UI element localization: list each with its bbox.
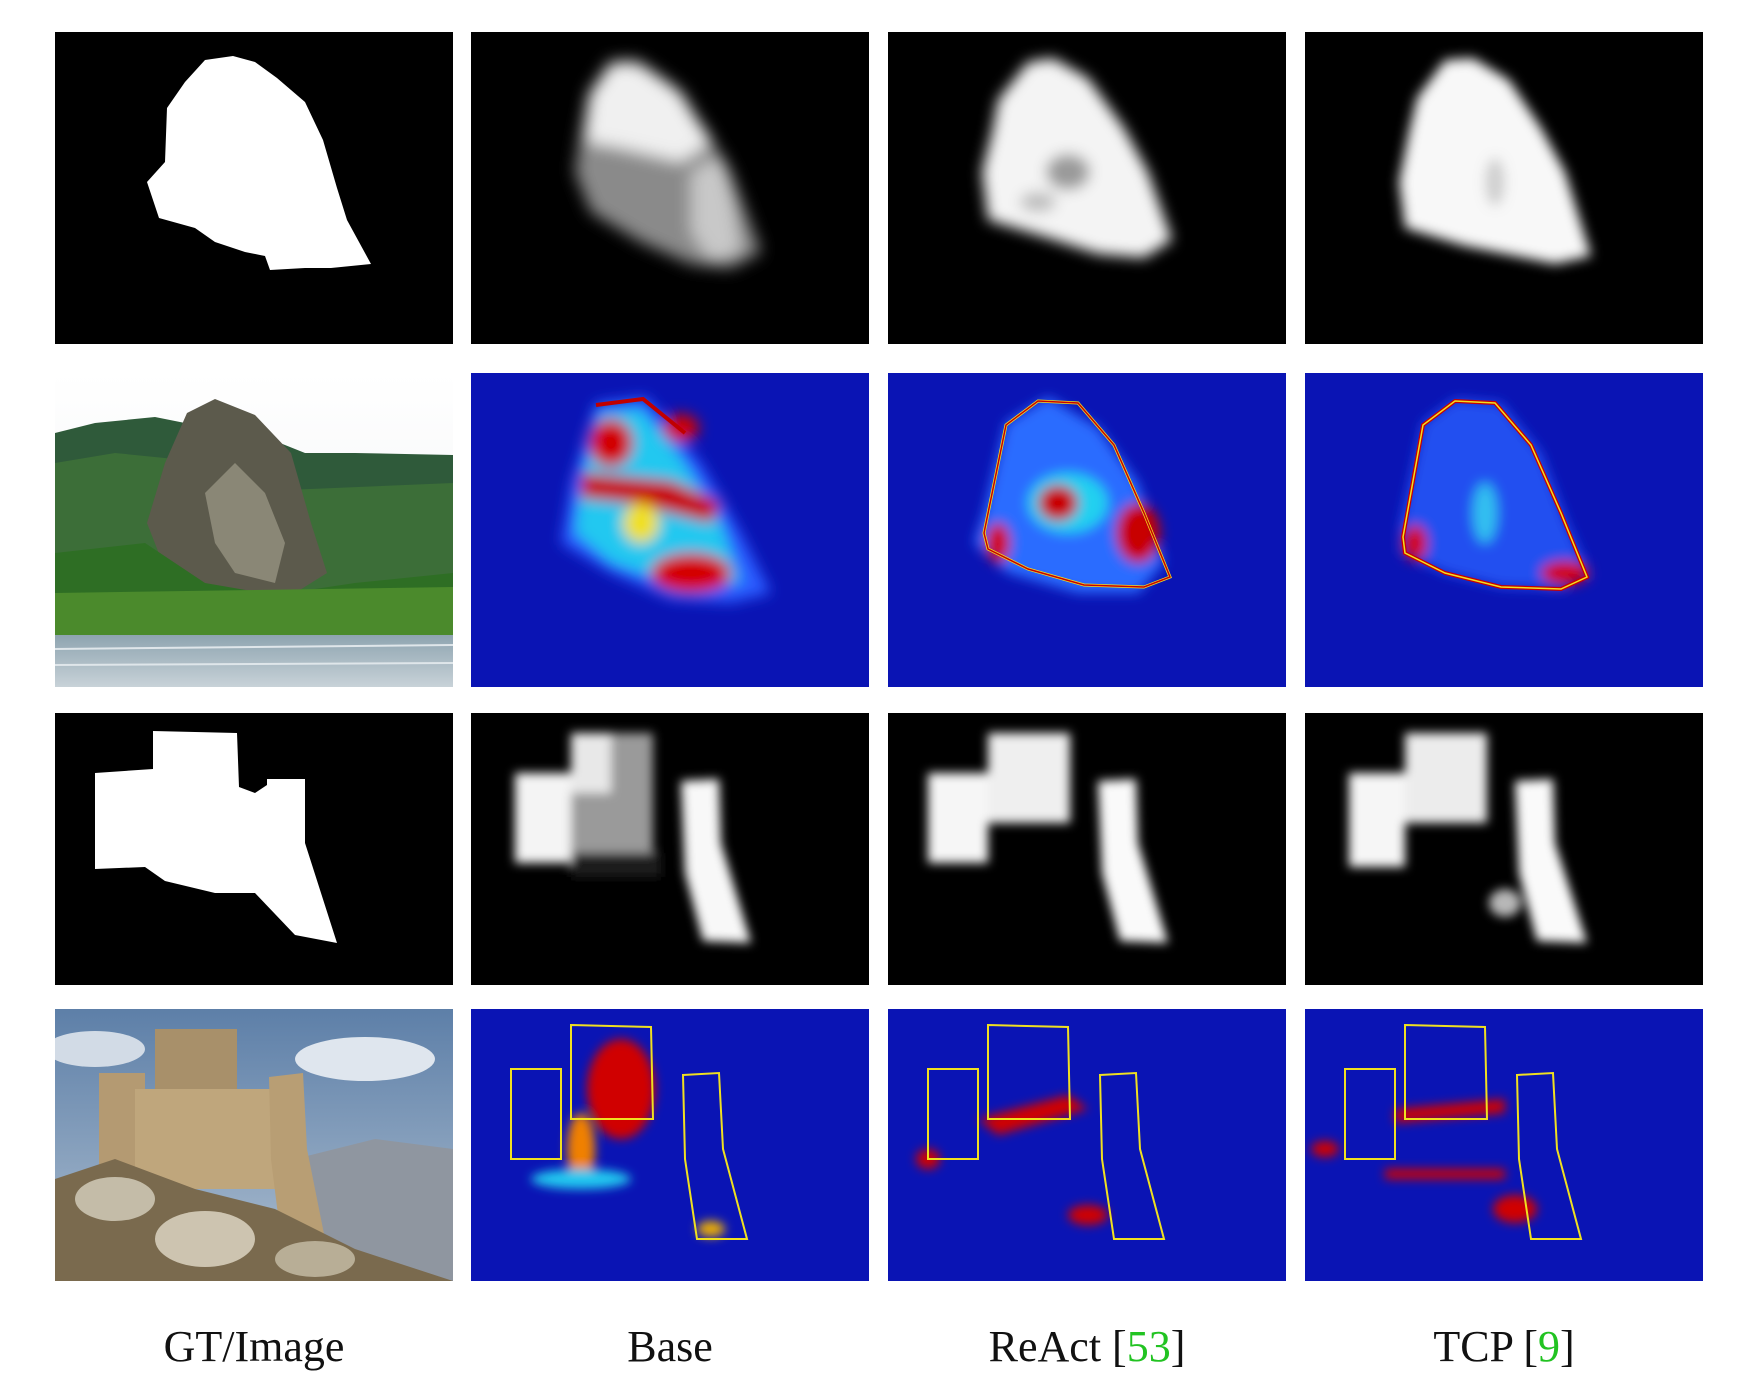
citation-tcp[interactable]: 9 [1538,1322,1560,1371]
tcp-mask-mountain [1305,32,1703,344]
citation-react[interactable]: 53 [1127,1322,1171,1371]
caption-gt-image: GT/Image [55,1320,453,1374]
image-mountain [55,373,453,687]
react-heatmap-castle [888,1009,1286,1281]
base-mask-castle [471,713,869,1025]
base-heatmap-mountain [471,373,869,687]
gt-mask-castle [55,713,453,1025]
react-mask-mountain [888,32,1286,344]
caption-tcp: TCP [9] [1305,1320,1703,1374]
react-mask-castle [888,713,1286,1025]
tcp-mask-castle [1305,713,1703,1025]
tcp-heatmap-mountain [1305,373,1703,687]
base-mask-mountain [471,32,869,344]
react-heatmap-mountain [888,373,1286,687]
image-castle [55,1009,453,1281]
tcp-heatmap-castle [1305,1009,1703,1281]
base-heatmap-castle [471,1009,869,1281]
caption-base: Base [471,1320,869,1374]
caption-react: ReAct [53] [888,1320,1286,1374]
gt-mask-mountain [55,32,453,344]
